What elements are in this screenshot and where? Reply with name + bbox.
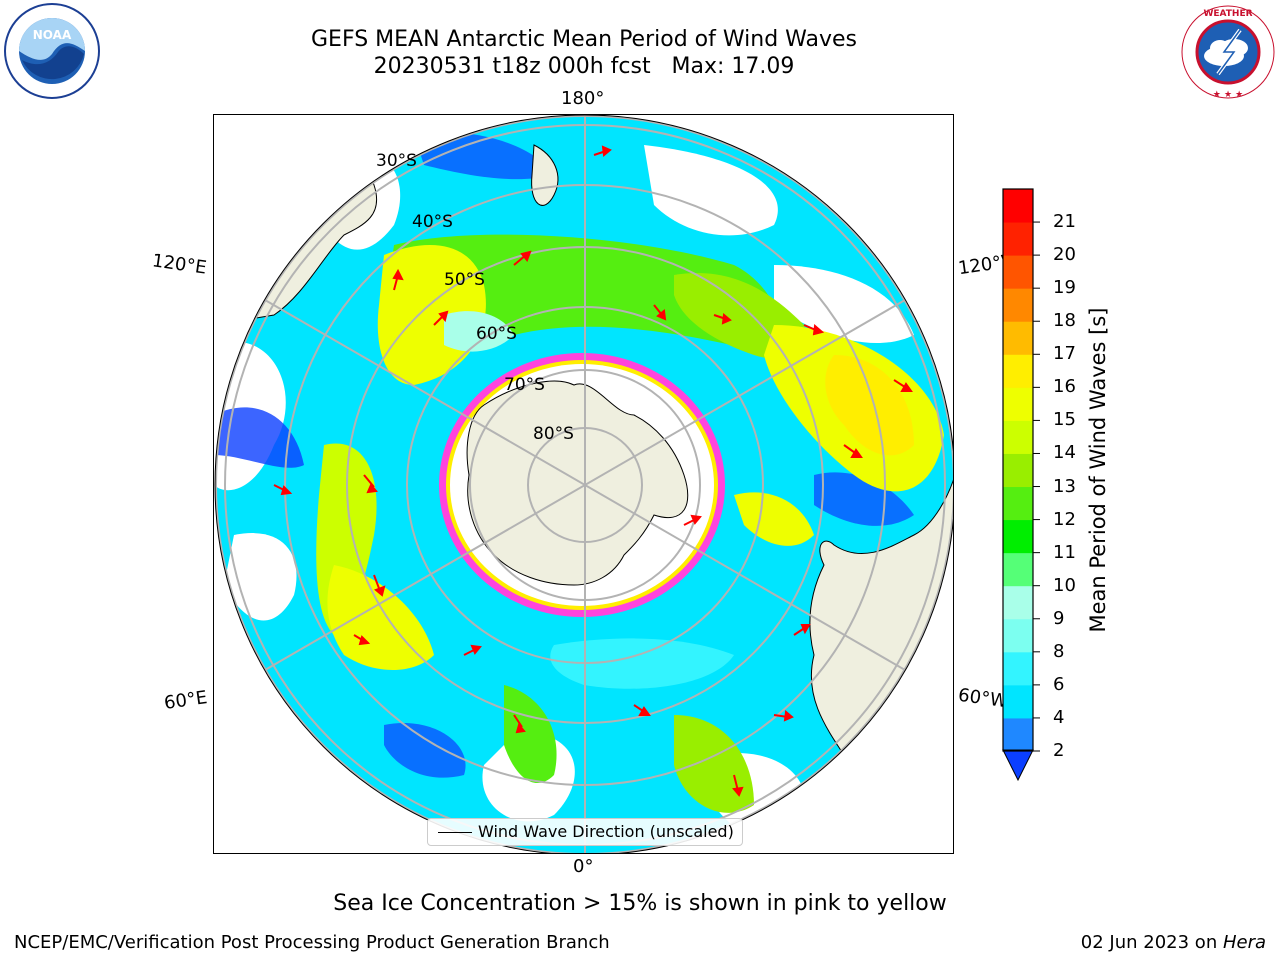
colorbar-tick-label: 4 [1053,706,1065,728]
legend-label: Wind Wave Direction (unscaled) [478,822,734,841]
colorbar-segment [1003,387,1033,421]
colorbar-segment [1003,585,1033,620]
colorbar-tick-label: 21 [1053,211,1076,233]
colorbar-tick-label: 12 [1053,508,1076,530]
svg-text:★ ★ ★: ★ ★ ★ [1213,90,1243,100]
date-text: 02 Jun 2023 on Hera [1080,932,1266,953]
map-panel: Wind Wave Direction (unscaled) [213,114,954,854]
colorbar-segment [1003,651,1033,686]
noaa-logo: NOAA [2,2,104,106]
wind-arrow [273,484,293,496]
svg-text:NOAA: NOAA [33,28,72,42]
colorbar-tick-label: 14 [1053,442,1076,464]
lon-label-180: 180° [561,88,605,109]
map-legend: Wind Wave Direction (unscaled) [427,818,743,846]
svg-text:WEATHER: WEATHER [1203,9,1252,19]
colorbar-segment [1003,420,1033,454]
colorbar-segment [1003,321,1033,355]
nws-logo: WEATHER ★ ★ ★ [1178,4,1278,104]
wind-arrow [633,704,651,716]
wind-arrow [373,574,386,597]
colorbar-tick-label: 15 [1053,409,1076,431]
colorbar-segment [1003,222,1033,256]
legend-line-icon [438,832,472,833]
lat-label-50s: 50°S [444,270,485,290]
lat-label-70s: 70°S [504,375,545,395]
lon-label-120e: 120°E [150,250,208,279]
colorbar-tick-label: 13 [1053,475,1076,497]
colorbar-tick-label: 20 [1053,244,1076,266]
colorbar-tick-label: 11 [1053,541,1076,563]
wind-arrow [653,304,667,321]
wind-arrow [433,310,449,326]
wind-arrow [773,710,794,722]
wind-arrow [893,379,913,392]
lon-label-60e: 60°E [162,687,209,714]
graticule [215,115,953,853]
colorbar-tick-label: 8 [1053,640,1065,662]
colorbar-segment [1003,519,1033,554]
wind-arrow [732,774,744,797]
chart-title: GEFS MEAN Antarctic Mean Period of Wind … [311,27,857,52]
wind-arrow [392,268,404,291]
antarctica-landmass [466,380,689,586]
lat-label-30s: 30°S [376,151,417,171]
wind-arrow [793,624,811,636]
wind-arrow [513,250,532,266]
wind-arrow [803,324,825,336]
polar-map [214,115,953,853]
wind-arrow [353,634,371,646]
machine-name: Hera [1222,932,1266,953]
colorbar-segment [1003,288,1033,322]
colorbar-segment [1003,618,1033,653]
wind-arrow [513,714,526,734]
wind-arrow [683,514,702,526]
wind-arrow [843,444,863,458]
colorbar-segment [1003,717,1033,752]
lat-label-40s: 40°S [412,212,453,232]
credit-text: NCEP/EMC/Verification Post Processing Pr… [14,932,610,953]
colorbar-tick-label: 17 [1053,343,1076,365]
colorbar-segment [1003,354,1033,388]
lat-label-80s: 80°S [533,424,574,444]
wind-arrows [273,145,913,797]
colorbar-tick-label: 9 [1053,607,1065,629]
wind-arrow [593,145,612,157]
colorbar-segment [1003,255,1033,289]
colorbar-tick-label: 18 [1053,310,1076,332]
colorbar-segment [1003,486,1033,521]
colorbar-tick-label: 2 [1053,740,1065,761]
colorbar-tick-label: 10 [1053,574,1076,596]
wind-arrow [713,313,732,325]
lon-label-0: 0° [573,856,594,877]
sea-ice-note: Sea Ice Concentration > 15% is shown in … [333,891,947,916]
colorbar-tick-label: 16 [1053,376,1076,398]
wind-arrow [363,474,378,494]
lat-label-60s: 60°S [476,324,517,344]
colorbar-segment [1003,453,1033,488]
wind-arrow [463,644,482,656]
colorbar-segment [1003,552,1033,587]
colorbar-segment [1003,684,1033,719]
colorbar-tick-label: 6 [1053,673,1065,695]
chart-subtitle: 20230531 t18z 000h fcst Max: 17.09 [373,54,795,79]
colorbar-tick-label: 19 [1053,277,1076,299]
colorbar-segment [1003,189,1033,223]
